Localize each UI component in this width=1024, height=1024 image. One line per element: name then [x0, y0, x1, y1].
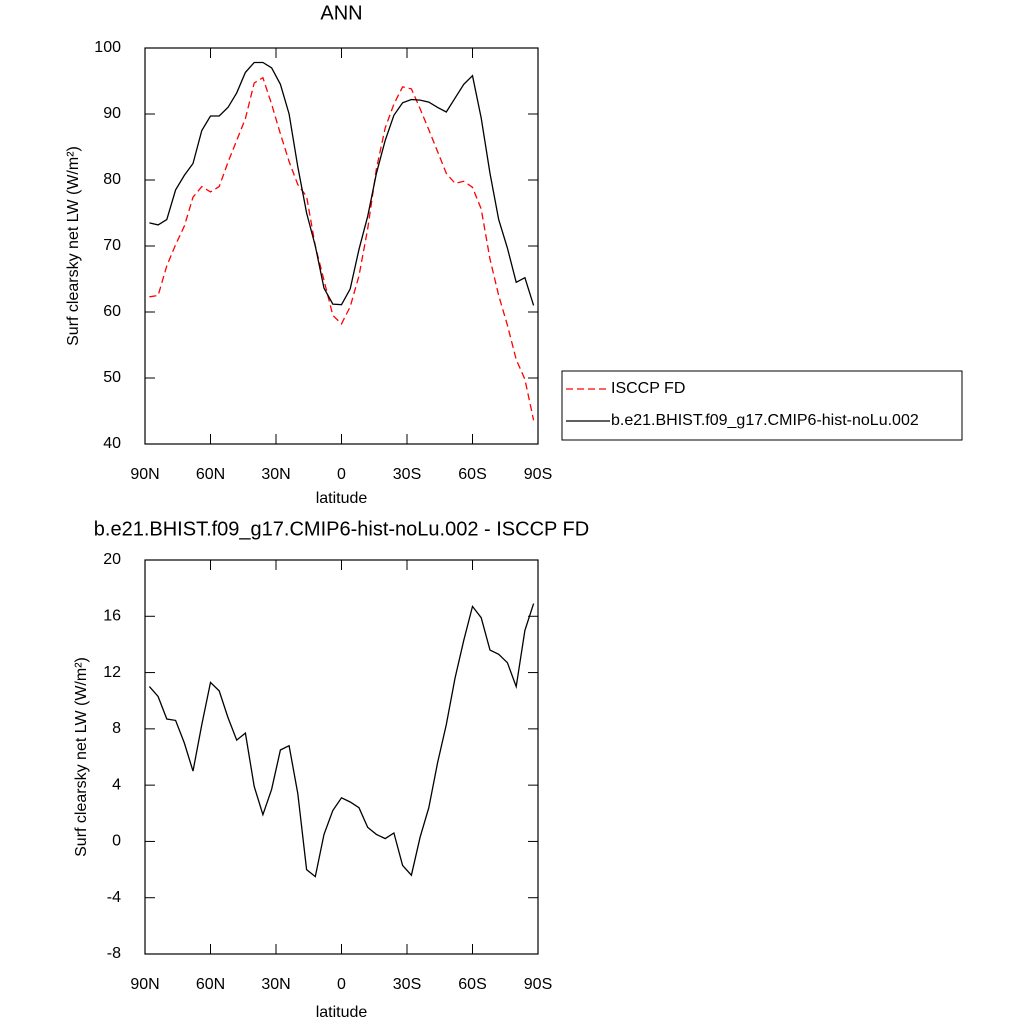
x-tick-label: 30N	[261, 976, 290, 993]
y-tick-label: 90	[103, 105, 121, 122]
y-tick-label: 4	[112, 776, 121, 793]
y-tick-label: 100	[94, 39, 121, 56]
x-tick-label: 30S	[393, 466, 421, 483]
data-line	[149, 76, 535, 421]
legend-label: b.e21.BHIST.f09_g17.CMIP6-hist-noLu.002	[611, 412, 919, 429]
x-tick-label: 60S	[458, 976, 486, 993]
x-tick-label: 60N	[196, 466, 225, 483]
x-tick-label: 90S	[524, 466, 552, 483]
y-tick-label: 60	[103, 303, 121, 320]
data-line	[149, 61, 535, 306]
x-tick-label: 60N	[196, 976, 225, 993]
x-axis-label: latitude	[316, 490, 368, 507]
y-axis-label: Surf clearsky net LW (W/m²)	[65, 146, 82, 346]
x-tick-label: 90N	[130, 976, 159, 993]
x-tick-label: 0	[337, 466, 346, 483]
data-line	[148, 603, 535, 878]
y-tick-label: 20	[103, 551, 121, 568]
x-tick-label: 0	[337, 976, 346, 993]
y-tick-label: 40	[103, 435, 121, 452]
y-tick-label: -8	[107, 945, 121, 962]
y-tick-label: 80	[103, 171, 121, 188]
plot-frame	[144, 559, 539, 955]
x-axis-label: latitude	[316, 1004, 368, 1021]
x-tick-label: 30N	[261, 466, 290, 483]
y-tick-label: 70	[103, 237, 121, 254]
y-tick-label: 16	[103, 608, 121, 625]
y-tick-label: 0	[112, 833, 121, 850]
chart-title: ANN	[320, 2, 362, 24]
x-tick-label: 30S	[393, 976, 421, 993]
y-tick-label: 50	[103, 369, 121, 386]
legend-box	[561, 370, 963, 441]
y-tick-label: 8	[112, 720, 121, 737]
plot-frame	[144, 47, 539, 445]
x-tick-label: 90N	[130, 466, 159, 483]
chart-title: b.e21.BHIST.f09_g17.CMIP6-hist-noLu.002 …	[94, 518, 589, 540]
y-tick-label: -4	[107, 889, 121, 906]
y-axis-label: Surf clearsky net LW (W/m²)	[73, 657, 90, 857]
x-tick-label: 90S	[524, 976, 552, 993]
x-tick-label: 60S	[458, 466, 486, 483]
legend-label: ISCCP FD	[611, 380, 685, 397]
y-tick-label: 12	[103, 664, 121, 681]
